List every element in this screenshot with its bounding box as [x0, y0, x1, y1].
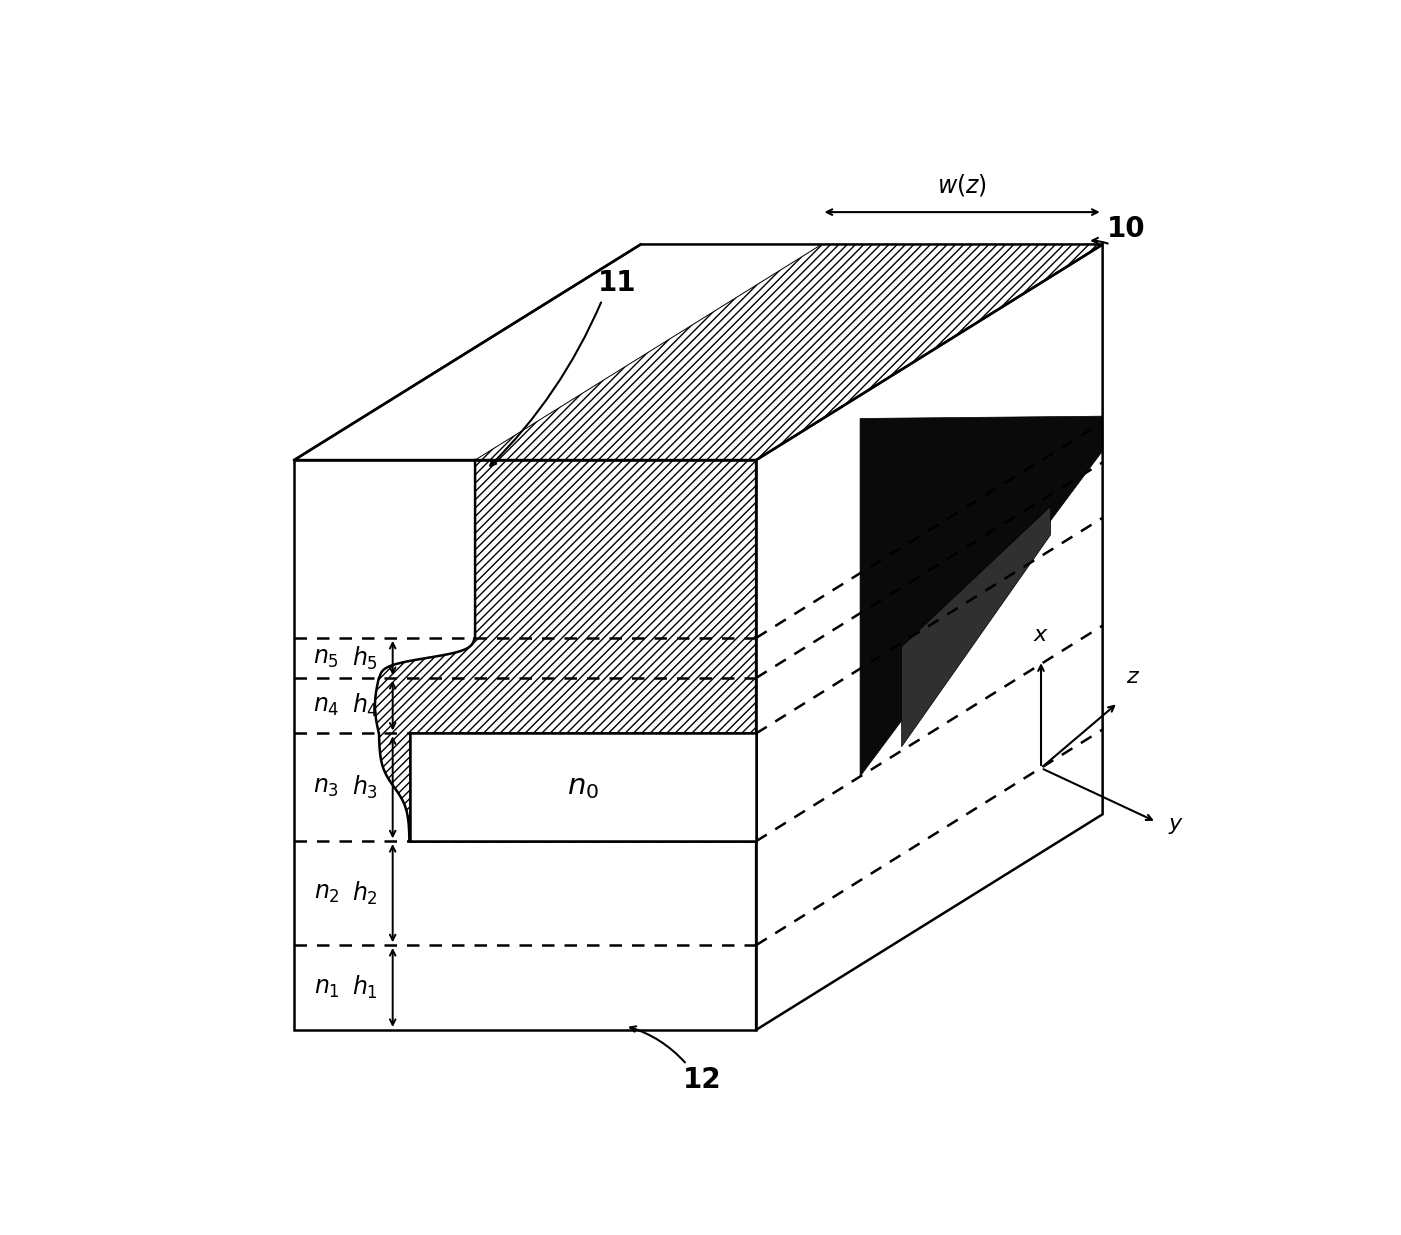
Text: 10: 10 — [1107, 215, 1145, 243]
Text: $n_2$: $n_2$ — [314, 882, 339, 905]
Text: $w(z)$: $w(z)$ — [937, 172, 988, 199]
Text: 11: 11 — [598, 269, 637, 296]
Text: $h_5$: $h_5$ — [352, 645, 378, 672]
Text: $n_4$: $n_4$ — [314, 694, 339, 718]
Polygon shape — [902, 506, 1051, 747]
Polygon shape — [294, 245, 1103, 461]
Text: $n_5$: $n_5$ — [314, 646, 339, 669]
Text: $h_1$: $h_1$ — [352, 974, 378, 1002]
Text: 12: 12 — [682, 1066, 722, 1094]
Text: $h_3$: $h_3$ — [352, 773, 378, 802]
Polygon shape — [409, 734, 757, 841]
Text: $h_2$: $h_2$ — [352, 879, 378, 906]
Text: $x$: $x$ — [1033, 625, 1049, 645]
Text: $n_3$: $n_3$ — [314, 776, 339, 799]
Text: $n_0$: $n_0$ — [567, 773, 598, 802]
Text: $n_1$: $n_1$ — [314, 976, 339, 999]
Polygon shape — [375, 461, 757, 841]
Polygon shape — [475, 245, 1103, 461]
Polygon shape — [294, 461, 757, 1030]
Text: $z$: $z$ — [1126, 667, 1140, 687]
Polygon shape — [757, 245, 1103, 1030]
Polygon shape — [409, 734, 757, 841]
Text: $y$: $y$ — [1168, 816, 1184, 836]
Text: $h_4$: $h_4$ — [352, 692, 378, 719]
Polygon shape — [860, 416, 1103, 777]
